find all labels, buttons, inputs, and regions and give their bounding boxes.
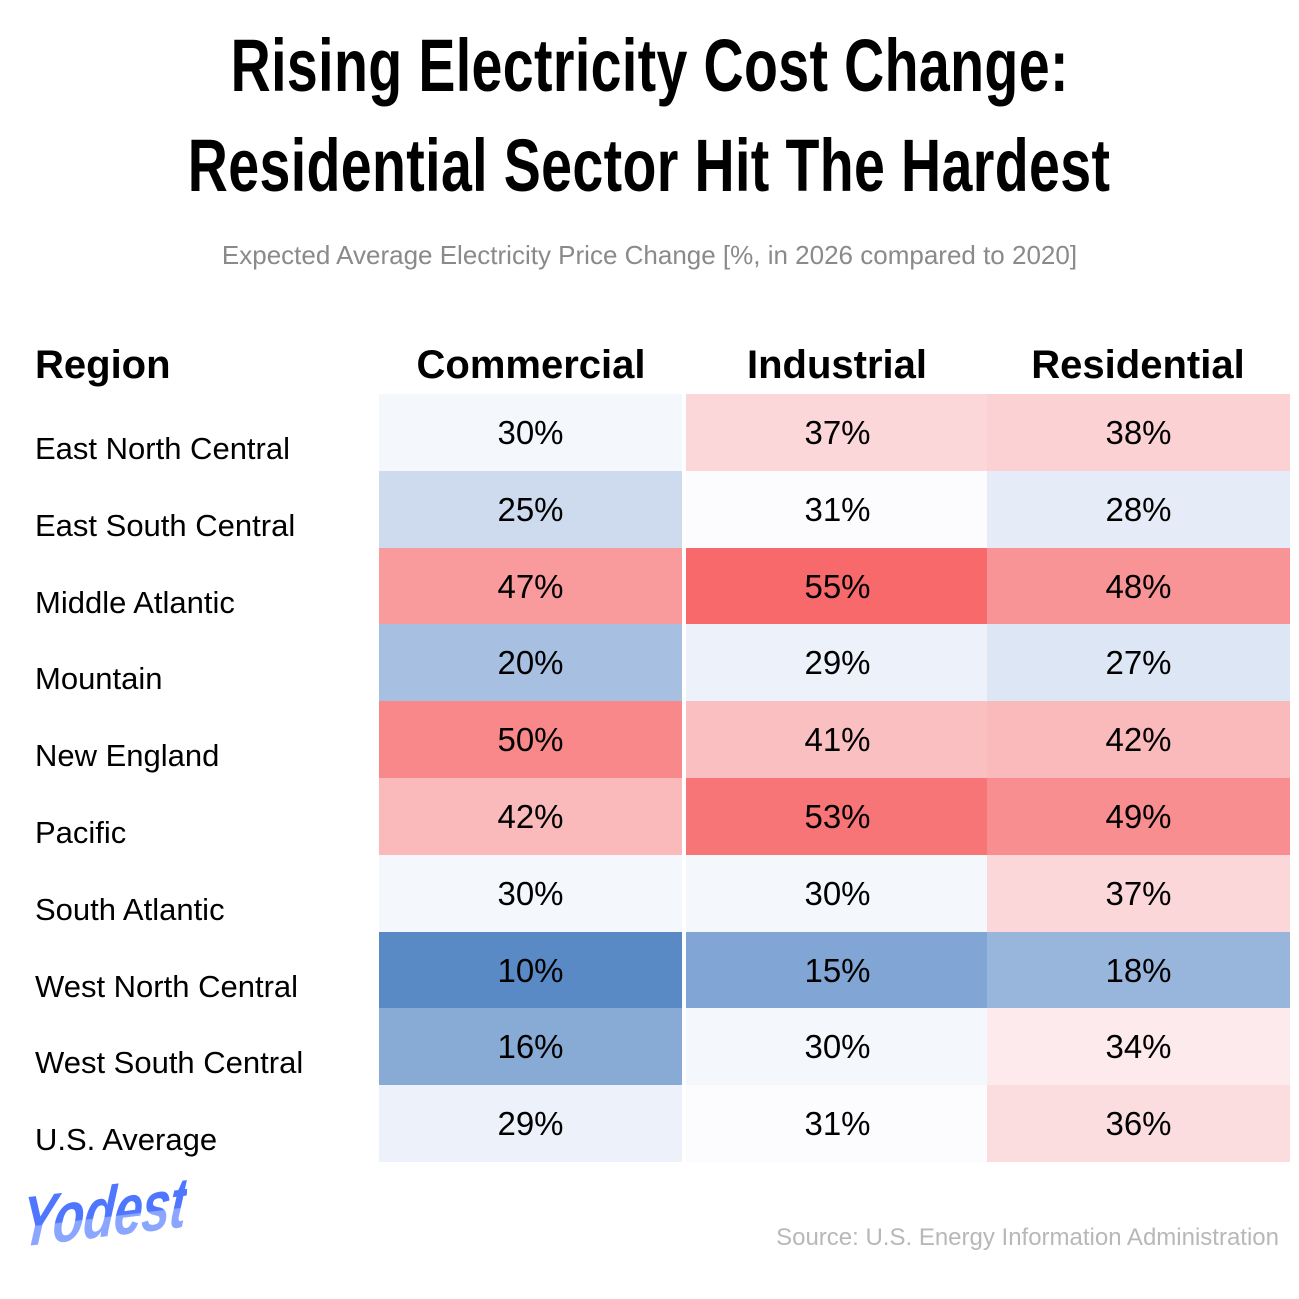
region-header: Region	[35, 343, 171, 387]
row-label: Pacific	[35, 815, 127, 850]
heatmap-cell: 30%	[379, 854, 682, 932]
heatmap-cell: 30%	[379, 394, 682, 471]
heatmap-cell: 16%	[379, 1008, 682, 1086]
heatmap-cell: 31%	[686, 1085, 989, 1163]
row-label: East North Central	[35, 431, 290, 466]
chart-subtitle: Expected Average Electricity Price Chang…	[221, 240, 1078, 270]
heatmap-cell: 29%	[379, 1085, 682, 1163]
heatmap-cell: 48%	[987, 547, 1290, 625]
column-header-residential: Residential	[1031, 343, 1245, 387]
heatmap-cell: 42%	[379, 778, 682, 855]
column-header-commercial: Commercial	[416, 343, 646, 387]
heatmap-cell: 41%	[686, 701, 989, 779]
heatmap-cell: 37%	[987, 854, 1290, 932]
heatmap-cell: 30%	[686, 1008, 989, 1086]
heatmap-cell: 49%	[987, 778, 1290, 855]
heatmap-cell: 25%	[379, 470, 682, 548]
row-label: New England	[35, 738, 220, 774]
row-label: Middle Atlantic	[35, 584, 235, 620]
heatmap-cell: 31%	[686, 470, 989, 548]
title-text-2: Residential Sector Hit The Hardest	[188, 124, 1111, 207]
row-label: West North Central	[35, 968, 299, 1004]
heatmap-cell: 10%	[379, 931, 682, 1009]
heatmap-cell: 29%	[686, 624, 989, 702]
row-label: Mountain	[35, 661, 163, 697]
row-label: U.S. Average	[35, 1122, 218, 1158]
heatmap-cell: 18%	[987, 931, 1290, 1009]
heatmap-cell: 20%	[379, 624, 682, 702]
chart-title-line-2: Residential Sector Hit The Hardest	[0, 126, 1299, 206]
heatmap-cell: 27%	[987, 624, 1290, 702]
chart-title-line-1: Rising Electricity Cost Change:	[0, 26, 1299, 106]
heatmap-cell: 50%	[379, 701, 682, 779]
source-note: Source: U.S. Energy Information Administ…	[776, 1224, 1279, 1251]
heatmap-cell: 34%	[987, 1008, 1290, 1086]
heatmap-cell: 28%	[987, 470, 1290, 548]
heatmap-cell: 30%	[686, 854, 989, 932]
title-text-1: Rising Electricity Cost Change:	[230, 24, 1069, 107]
heatmap-cell: 55%	[686, 547, 989, 625]
heatmap-cell: 47%	[379, 547, 682, 625]
row-label: West South Central	[35, 1045, 304, 1081]
row-label: East South Central	[35, 507, 296, 543]
heatmap-cell: 37%	[686, 394, 989, 471]
column-header-industrial: Industrial	[746, 343, 928, 387]
heatmap-cell: 53%	[686, 778, 989, 855]
heatmap-cell: 36%	[987, 1085, 1290, 1163]
heatmap-cell: 38%	[987, 394, 1290, 471]
heatmap-cell: 15%	[686, 931, 989, 1009]
row-label: South Atlantic	[35, 891, 225, 927]
heatmap-cell: 42%	[987, 701, 1290, 779]
